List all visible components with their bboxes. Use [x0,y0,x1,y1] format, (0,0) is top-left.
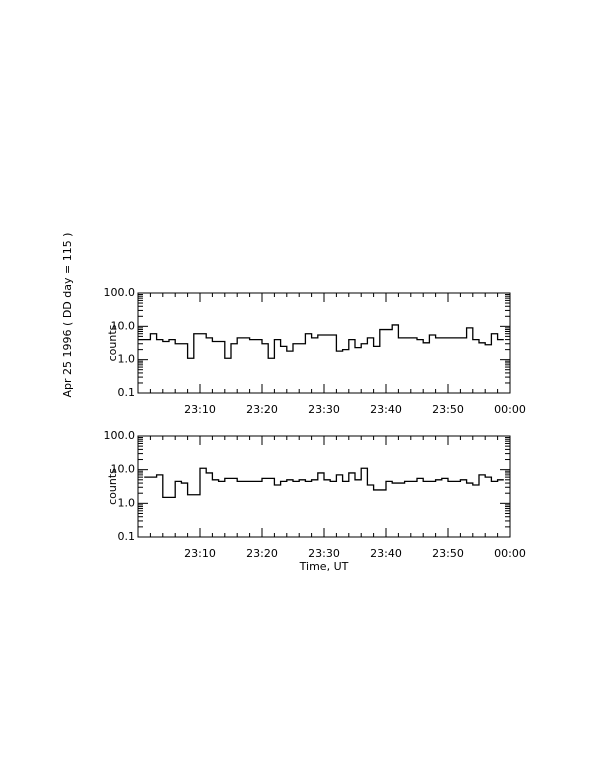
y-tick-label: 0.1 [118,386,136,399]
y-tick-label: 0.1 [118,530,136,543]
x-tick-label: 23:50 [432,403,464,416]
x-tick-label: 23:20 [246,547,278,560]
y-axis-label: counts [106,324,119,361]
y-tick-label: 100.0 [104,429,136,442]
y-tick-label: 1.0 [118,353,136,366]
x-tick-label: 23:40 [370,547,402,560]
x-tick-label: 00:00 [494,403,526,416]
y-tick-label: 1.0 [118,496,136,509]
x-tick-label: 23:40 [370,403,402,416]
x-tick-label: 23:50 [432,547,464,560]
count-trace [138,324,504,359]
x-tick-label: 23:30 [308,403,340,416]
y-tick-label: 10.0 [111,463,136,476]
x-tick-label: 23:10 [184,403,216,416]
x-axis-label: Time, UT [299,560,349,573]
x-tick-label: 23:20 [246,403,278,416]
x-tick-label: 23:30 [308,547,340,560]
y-tick-label: 10.0 [111,319,136,332]
count-trace [144,467,504,499]
x-tick-label: 23:10 [184,547,216,560]
y-axis-label: counts [106,468,119,505]
y-tick-label: 100.0 [104,286,136,299]
x-tick-label: 00:00 [494,547,526,560]
page-title: Apr 25 1996 ( DD day = 115 ) [61,233,74,398]
